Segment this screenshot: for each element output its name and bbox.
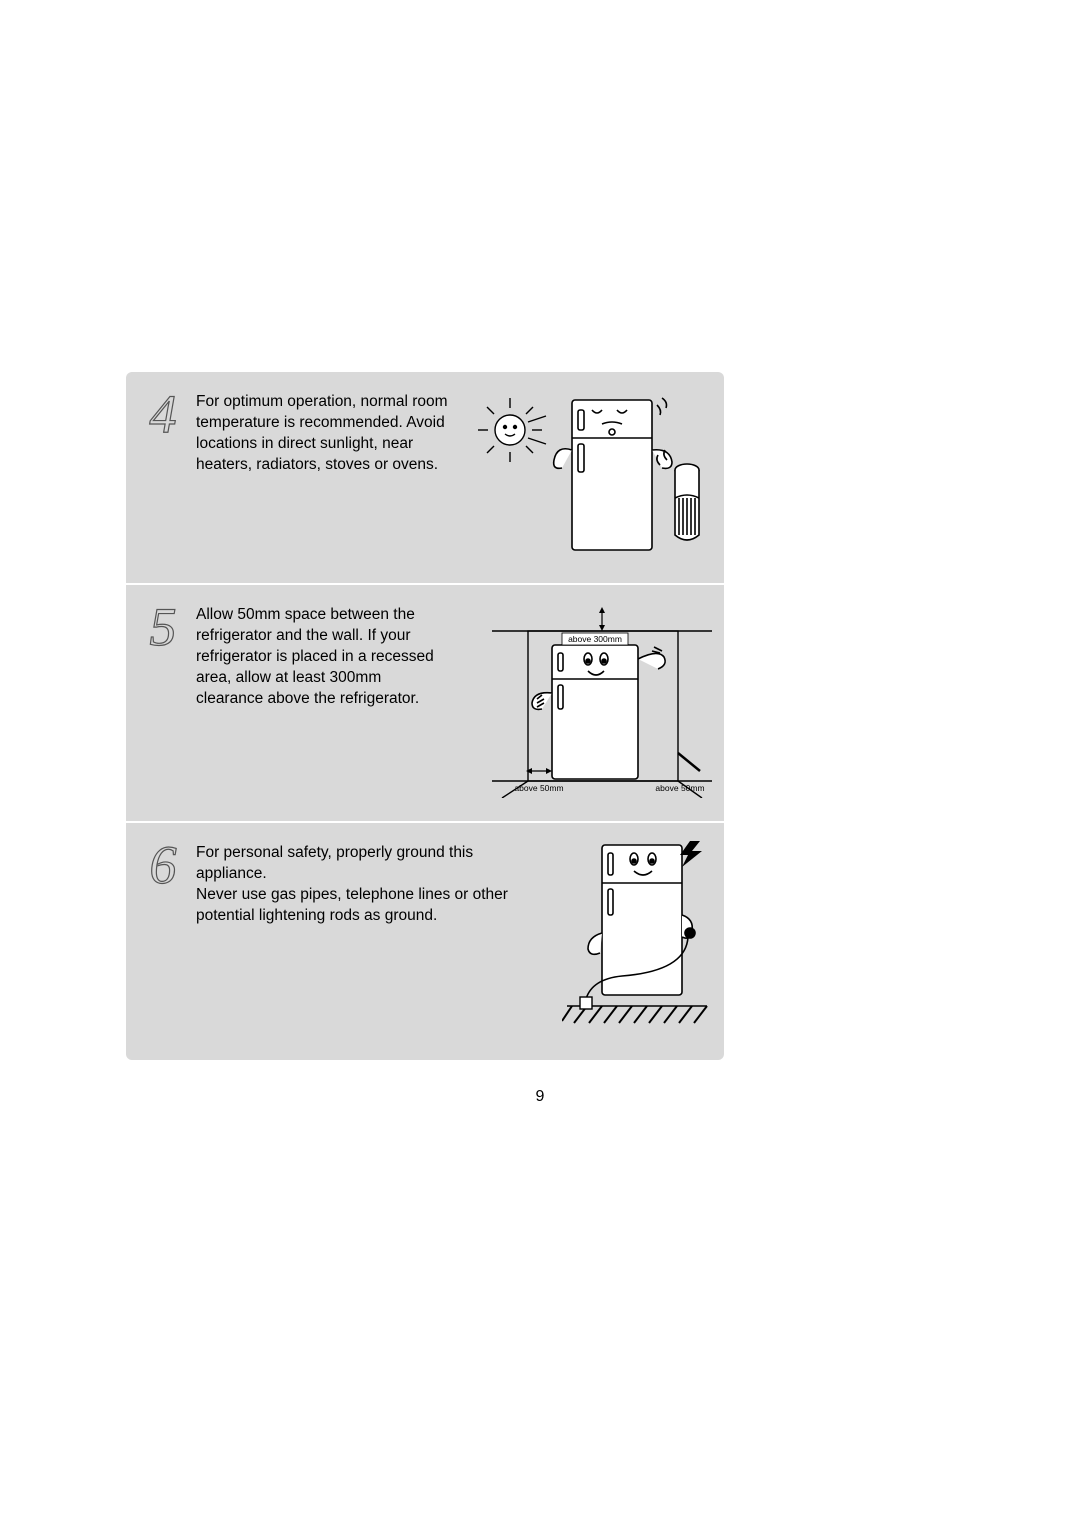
step-4-section: 4 For optimum operation, normal room tem… [126, 372, 724, 585]
step-5-section: 5 Allow 50mm space between the refrigera… [126, 585, 724, 823]
step-6-text: For personal safety, properly ground thi… [196, 841, 516, 1036]
illustration-ground [562, 841, 712, 1036]
instruction-panel: 4 For optimum operation, normal room tem… [126, 372, 724, 1060]
step-6-section: 6 For personal safety, properly ground t… [126, 823, 724, 1060]
step-4-text: For optimum operation, normal room tempe… [196, 390, 451, 565]
illustration-clearance: above 300mm above 50mm above 50mm [492, 603, 712, 803]
step-5-text: Allow 50mm space between the refrigerato… [196, 603, 451, 803]
step-6-line1: For personal safety, properly ground thi… [196, 844, 473, 882]
step-6-number: 6 [138, 841, 188, 1036]
page-number: 9 [0, 1088, 1080, 1106]
illustration-sun-heater [462, 390, 712, 565]
step-4-number: 4 [138, 390, 188, 565]
label-above-50-right: above 50mm [655, 783, 704, 793]
label-above-300: above 300mm [568, 634, 622, 644]
step-6-line2: Never use gas pipes, telephone lines or … [196, 886, 508, 924]
step-5-number: 5 [138, 603, 188, 803]
label-above-50-left: above 50mm [514, 783, 563, 793]
